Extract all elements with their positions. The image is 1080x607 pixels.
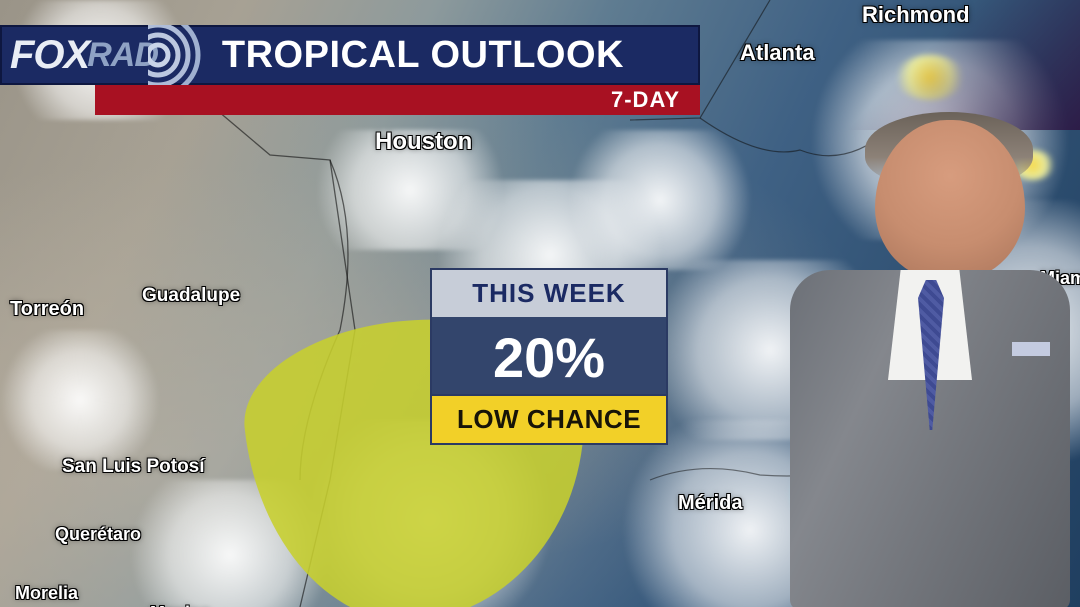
label-guadalupe: Guadalupe bbox=[142, 285, 240, 307]
seven-day-subheader: 7-DAY bbox=[95, 85, 700, 115]
label-merida: Mérida bbox=[678, 492, 742, 515]
label-torreon: Torreón bbox=[10, 298, 84, 321]
weather-presenter bbox=[780, 120, 1080, 607]
label-queretaro: Querétaro bbox=[55, 524, 141, 545]
label-mexico: Mexico bbox=[150, 603, 211, 607]
probability-percent: 20% bbox=[432, 317, 666, 394]
label-houston: Houston bbox=[375, 128, 472, 156]
presenter-head bbox=[875, 120, 1025, 280]
label-richmond: Richmond bbox=[862, 2, 970, 28]
label-morelia: Morelia bbox=[15, 583, 78, 604]
label-atlanta: Atlanta bbox=[740, 40, 815, 66]
label-san-luis-potosi: San Luis Potosí bbox=[62, 456, 205, 478]
page-title: TROPICAL OUTLOOK bbox=[222, 34, 624, 77]
chance-level-label: LOW CHANCE bbox=[432, 394, 666, 443]
forecast-probability-panel: THIS WEEK 20% LOW CHANCE bbox=[430, 268, 668, 445]
radar-waves-icon bbox=[148, 25, 208, 85]
foxrad-logo: FOX RAD bbox=[2, 27, 208, 83]
broadcast-header-bar: FOX RAD TROPICAL OUTLOOK bbox=[0, 25, 700, 85]
presenter-pocket-square bbox=[1012, 342, 1050, 356]
tropical-outlook-broadcast: FOX RAD TROPICAL OUTLOOK 7-DAY Richmond A… bbox=[0, 0, 1080, 607]
period-label: THIS WEEK bbox=[432, 270, 666, 317]
